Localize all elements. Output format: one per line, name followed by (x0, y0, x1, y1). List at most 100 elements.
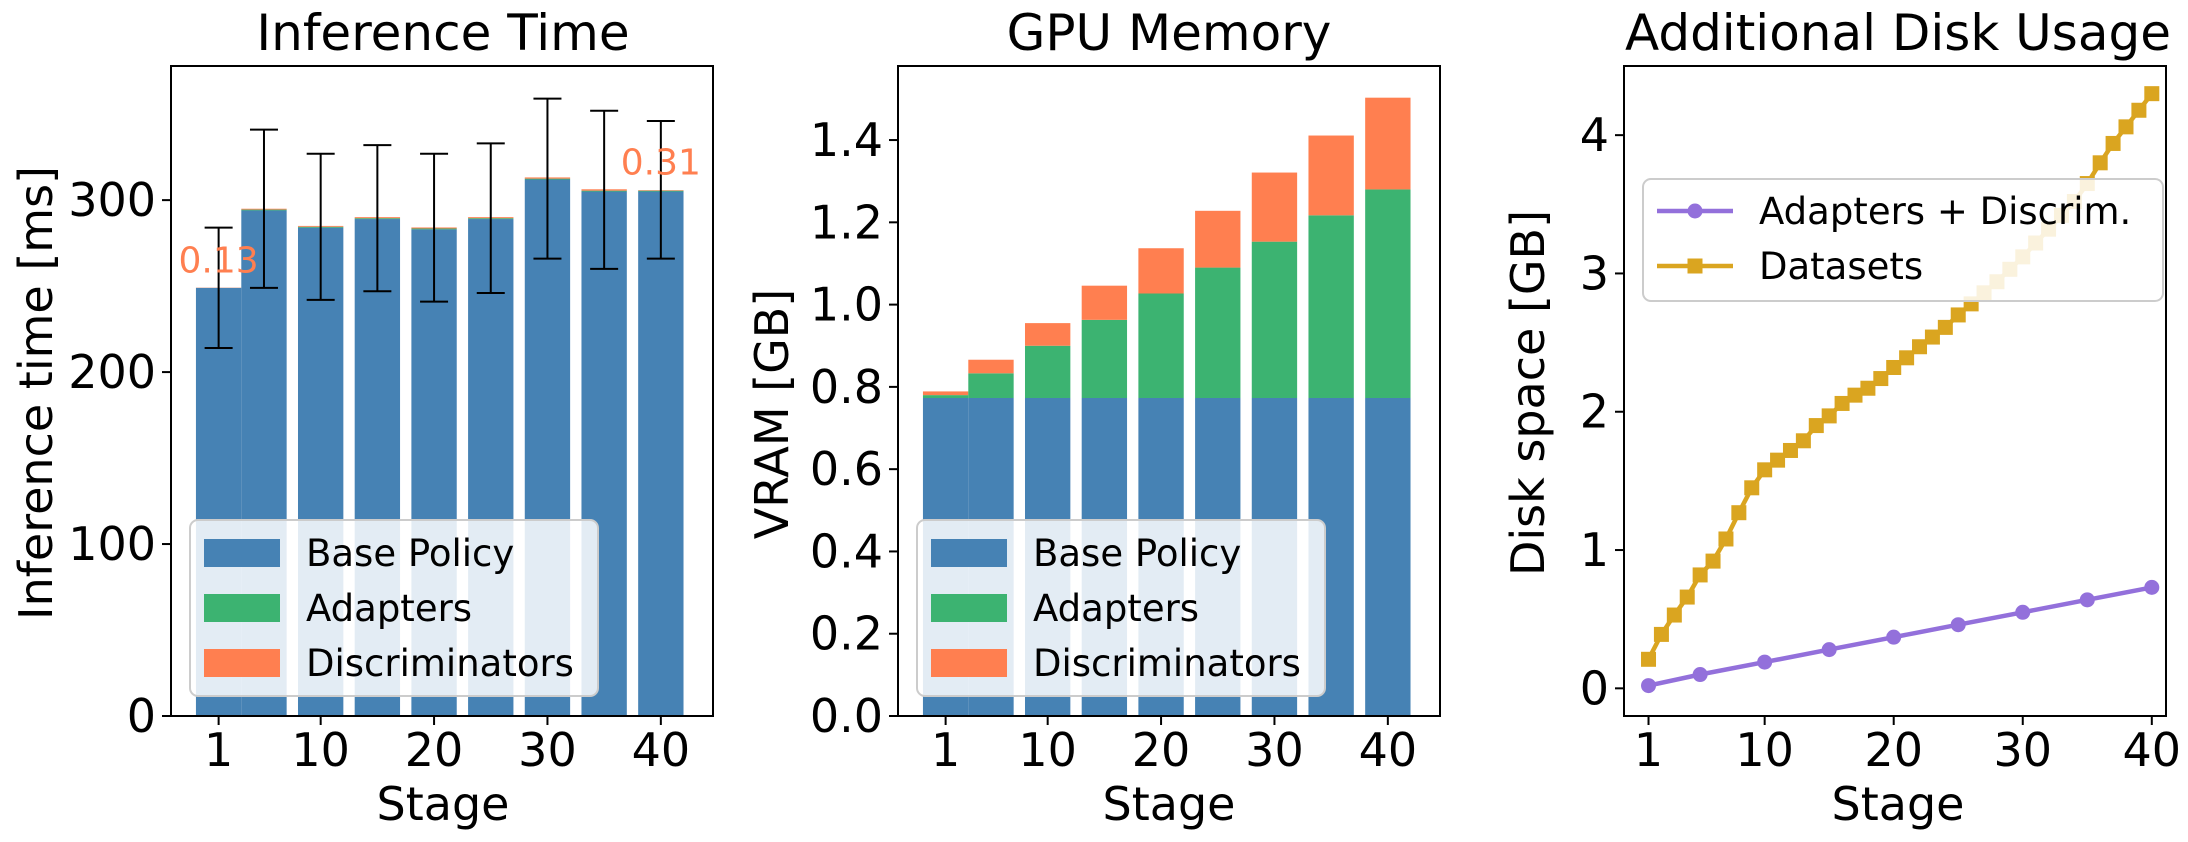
inference-time-frame (170, 65, 714, 717)
inference-time-ytick-label: 300 (68, 173, 156, 227)
gpu-memory-ylabel: VRAM [GB] (745, 289, 799, 539)
disk-usage-xtick-label: 30 (1993, 723, 2052, 777)
gpu-memory-legend: Base Policy Adapters Discriminators (916, 519, 1326, 697)
disk-usage-xtick-label: 40 (2123, 723, 2182, 777)
disk-usage-point-adapters-discrim (1821, 642, 1837, 658)
gpu-memory-ytick-label: 1.0 (810, 278, 883, 332)
disk-usage-point-datasets (2092, 155, 2108, 171)
disk-usage-point-adapters-discrim (2079, 592, 2095, 608)
inference-time-plot: 0.13 0.31 Base Policy Adapters Discriminator… (68, 65, 714, 777)
disk-usage-panel: Additional Disk Usage Stage Disk space [… (1501, 4, 2181, 831)
disk-usage-point-adapters-discrim (2015, 604, 2031, 620)
gpu-memory-bar-adapters (922, 395, 969, 398)
inference-time-xtick-label: 40 (632, 723, 691, 777)
disk-usage-point-adapters-discrim (1950, 617, 1966, 633)
disk-usage-point-adapters-discrim (1886, 629, 1902, 645)
disk-usage-point-datasets (1731, 505, 1747, 521)
disk-usage-point-datasets (1653, 626, 1669, 642)
disk-usage-point-datasets (1770, 452, 1786, 468)
gpu-memory-legend-label-discriminators: Discriminators (1033, 642, 1301, 685)
gpu-memory-ytick-label: 1.4 (810, 113, 883, 167)
gpu-memory-bar-discriminators (922, 391, 969, 396)
disk-usage-legend-marker-datasets (1687, 258, 1703, 274)
disk-usage-point-datasets (1705, 553, 1721, 569)
disk-usage-legend-frame (1642, 178, 2164, 302)
disk-usage-ytick-label: 3 (1580, 246, 1609, 300)
gpu-memory-bar-adapters (1081, 319, 1128, 398)
inference-time-xtick-label: 1 (204, 723, 233, 777)
gpu-memory-bar-discriminators (1138, 248, 1184, 294)
disk-usage-point-datasets (1679, 589, 1695, 605)
gpu-memory-bar-adapters (1308, 215, 1354, 398)
gpu-memory-ytick-label: 0.8 (810, 360, 883, 414)
disk-usage-point-datasets (2144, 86, 2160, 102)
inference-time-xtick-label: 10 (291, 723, 350, 777)
inference-time-ytick-label: 200 (68, 345, 156, 399)
gpu-memory-bar-discriminators (1024, 323, 1071, 346)
gpu-memory-legend-swatch-adapters (931, 594, 1007, 622)
gpu-memory-xtick-label: 30 (1245, 723, 1304, 777)
inference-time-title: Inference Time (256, 4, 629, 62)
inference-time-xlabel: Stage (377, 777, 510, 831)
gpu-memory-bar-adapters (1138, 293, 1184, 398)
inference-time-ytick-label: 100 (68, 517, 156, 571)
disk-usage-point-datasets (1912, 339, 1928, 355)
gpu-memory-bar-discriminators (1081, 285, 1128, 320)
disk-usage-point-datasets (1641, 651, 1657, 667)
disk-usage-point-datasets (2105, 135, 2121, 151)
gpu-memory-bar-adapters (968, 373, 1014, 398)
inference-time-legend-frame (189, 519, 599, 697)
disk-usage-point-adapters-discrim (1641, 678, 1657, 694)
inference-time-legend-label-adapters: Adapters (306, 587, 472, 630)
disk-usage-ytick-label: 1 (1580, 523, 1609, 577)
disk-usage-point-datasets (1860, 380, 1876, 396)
inference-time-legend-swatch-discriminators (204, 649, 280, 677)
disk-usage-xtick-label: 20 (1864, 723, 1923, 777)
disk-usage-legend-label-datasets: Datasets (1759, 245, 1923, 288)
gpu-memory-bar-base-policy (1365, 397, 1411, 716)
disk-usage-point-datasets (1834, 395, 1850, 411)
gpu-memory-legend-swatch-base-policy (931, 539, 1007, 567)
disk-usage-frame (1623, 65, 2167, 717)
gpu-memory-title: GPU Memory (1007, 4, 1332, 62)
disk-usage-point-datasets (1821, 408, 1837, 424)
gpu-memory-bar-discriminators (1365, 97, 1411, 190)
gpu-memory-legend-label-adapters: Adapters (1033, 587, 1199, 630)
disk-usage-point-datasets (1757, 462, 1773, 478)
disk-usage-point-datasets (2118, 119, 2134, 135)
gpu-memory-ytick-label: 0.6 (810, 442, 883, 496)
gpu-memory-panel: GPU Memory Stage VRAM [GB] Base Policy Ad… (745, 4, 1441, 831)
gpu-memory-ytick-label: 0.2 (810, 607, 883, 661)
inference-time-xtick-label: 30 (518, 723, 577, 777)
disk-usage-point-datasets (1924, 329, 1940, 345)
disk-usage-point-datasets (1795, 433, 1811, 449)
disk-usage-xtick-label: 1 (1634, 723, 1663, 777)
gpu-memory-plot: Base Policy Adapters Discriminators 0.0 0.2 0… (810, 65, 1441, 777)
inference-time-legend-swatch-base-policy (204, 539, 280, 567)
gpu-memory-bar-discriminators (1251, 172, 1298, 242)
disk-usage-title: Additional Disk Usage (1625, 4, 2171, 62)
inference-time-bar-base-policy (638, 191, 684, 716)
disk-usage-point-datasets (1718, 531, 1734, 547)
inference-time-annotation: 0.13 (179, 240, 259, 281)
disk-usage-ytick-label: 2 (1580, 385, 1609, 439)
gpu-memory-xtick-label: 1 (931, 723, 960, 777)
disk-usage-point-datasets (1899, 350, 1915, 366)
gpu-memory-legend-frame (916, 519, 1326, 697)
disk-usage-xtick-label: 10 (1735, 723, 1794, 777)
inference-time-ytick-label: 0 (127, 689, 156, 743)
inference-time-legend-swatch-adapters (204, 594, 280, 622)
disk-usage-point-datasets (1744, 480, 1760, 496)
inference-time-legend: Base Policy Adapters Discriminators (189, 519, 599, 697)
gpu-memory-bar-adapters (1195, 267, 1241, 398)
gpu-memory-ytick-label: 0.0 (810, 689, 883, 743)
disk-usage-point-datasets (1950, 307, 1966, 323)
inference-time-legend-label-base-policy: Base Policy (306, 532, 514, 575)
gpu-memory-bar-adapters (1365, 189, 1411, 398)
disk-usage-point-datasets (1782, 442, 1798, 458)
gpu-memory-bar-adapters (1251, 241, 1298, 398)
disk-usage-point-datasets (1873, 371, 1889, 387)
inference-time-annotation: 0.31 (621, 142, 701, 183)
